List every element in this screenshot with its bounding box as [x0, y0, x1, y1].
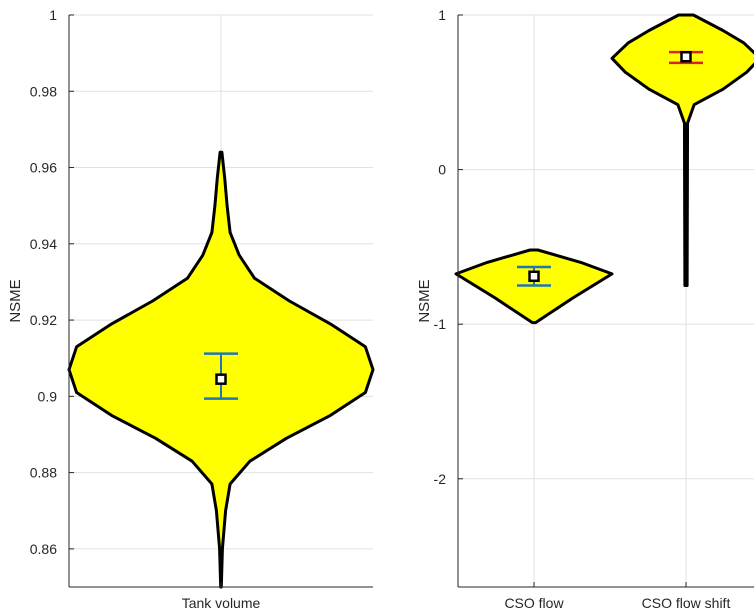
- y-tick-label: 1: [49, 7, 57, 23]
- y-tick-label: 0.86: [30, 541, 57, 557]
- y-axis-label: NSME: [416, 279, 433, 322]
- x-tick-label: CSO flow: [504, 595, 564, 611]
- left-panel: 0.86 0.88 0.9 0.92 0.94 0.96 0.98 1 Tank volume N…: [7, 7, 375, 611]
- right-panel: -2 -1 0 1 CSO flow CSO flow shift NSME: [416, 7, 754, 611]
- y-tick-label: 0.96: [30, 160, 57, 176]
- y-tick-label: 0.92: [30, 312, 57, 328]
- y-tick-label: 0.94: [30, 236, 57, 252]
- mean-marker: [528, 270, 540, 283]
- x-tick-label: CSO flow shift: [642, 595, 731, 611]
- y-tick-label: 0.98: [30, 83, 57, 99]
- y-tick-label: -1: [434, 316, 447, 332]
- y-tick-label: 1: [438, 7, 446, 23]
- y-tick-label: 0.88: [30, 465, 57, 481]
- violin-body: [610, 13, 754, 287]
- x-tick-label: Tank volume: [182, 595, 261, 611]
- y-axis-label: NSME: [7, 279, 24, 322]
- mean-marker: [215, 373, 227, 385]
- mean-marker: [680, 50, 692, 63]
- y-tick-label: 0: [438, 162, 446, 178]
- y-tick-label: 0.9: [38, 388, 58, 404]
- y-tick-label: -2: [434, 471, 447, 487]
